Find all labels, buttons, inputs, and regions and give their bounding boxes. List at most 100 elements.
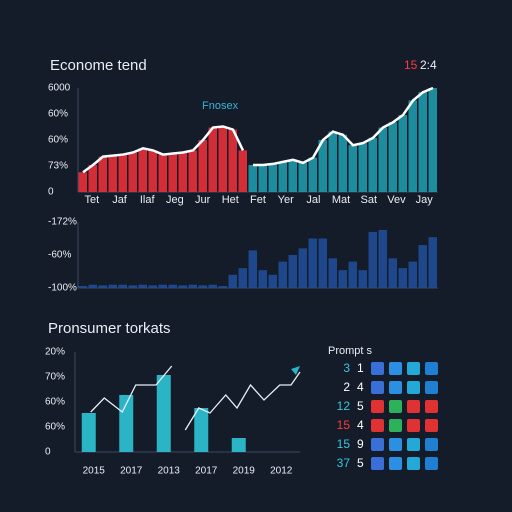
bar xyxy=(188,150,197,192)
x-tick-label: Mat xyxy=(332,194,350,206)
bar xyxy=(268,163,277,192)
bar xyxy=(248,164,257,192)
list-title: Prompt s xyxy=(328,345,373,357)
icon xyxy=(371,419,384,432)
list-number: 15 xyxy=(337,418,351,432)
trend-line xyxy=(184,371,301,431)
bar xyxy=(208,284,217,288)
bar xyxy=(78,172,87,192)
bar xyxy=(178,285,187,288)
bar xyxy=(418,92,427,192)
bar xyxy=(278,161,287,192)
icon xyxy=(407,457,420,470)
y-tick-label: 60% xyxy=(45,397,65,408)
x-tick-label: 2012 xyxy=(270,466,293,477)
bar xyxy=(348,261,357,288)
icon xyxy=(425,419,438,432)
y-tick-label: 70% xyxy=(45,372,65,383)
trend-line xyxy=(90,365,173,413)
bar xyxy=(128,285,137,288)
bar xyxy=(238,150,247,192)
bar xyxy=(208,127,217,192)
icon xyxy=(425,400,438,413)
bar xyxy=(228,129,237,192)
trend-line xyxy=(82,125,245,174)
bar xyxy=(308,157,317,192)
chart-title: Pronsumer torkats xyxy=(48,320,171,337)
bar xyxy=(358,143,367,192)
bar xyxy=(278,261,287,288)
bar xyxy=(231,438,246,452)
tag: 15 xyxy=(404,58,418,72)
icon xyxy=(407,362,420,375)
icon xyxy=(389,400,402,413)
x-tick-label: Fet xyxy=(250,194,266,206)
bar xyxy=(398,268,407,288)
icon xyxy=(425,381,438,394)
bar xyxy=(158,284,167,288)
icon xyxy=(407,438,420,451)
bar xyxy=(168,284,177,288)
y-tick-label: 60% xyxy=(48,135,68,146)
bar xyxy=(108,155,117,192)
x-tick-label: Sat xyxy=(361,194,378,206)
bar xyxy=(118,154,127,192)
y-tick-label: -100% xyxy=(48,283,77,294)
x-tick-label: 2019 xyxy=(233,466,256,477)
list-number: 4 xyxy=(357,380,364,394)
bar xyxy=(318,238,327,288)
x-tick-label: 2013 xyxy=(158,466,181,477)
bar xyxy=(388,122,397,192)
bar xyxy=(328,258,337,288)
bar xyxy=(258,270,267,288)
y-tick-label: 0 xyxy=(48,187,54,198)
bar xyxy=(158,154,167,192)
list-number: 2 xyxy=(343,380,350,394)
x-tick-label: Tet xyxy=(85,194,100,206)
list-number: 37 xyxy=(337,456,351,470)
bar xyxy=(298,162,307,192)
bar xyxy=(156,375,171,452)
bar xyxy=(78,286,87,288)
bar xyxy=(378,229,387,288)
icon xyxy=(371,381,384,394)
bar xyxy=(298,248,307,288)
icon xyxy=(407,400,420,413)
list-number: 5 xyxy=(357,399,364,413)
bar xyxy=(318,140,327,192)
y-tick-label: 60% xyxy=(48,109,68,120)
bar xyxy=(81,413,96,452)
bar xyxy=(88,284,97,288)
icon xyxy=(389,457,402,470)
bar xyxy=(348,145,357,192)
y-tick-label: -60% xyxy=(48,250,71,261)
list-number: 1 xyxy=(357,361,364,375)
tag: 2:4 xyxy=(420,58,437,72)
bar xyxy=(258,164,267,192)
x-tick-label: 2017 xyxy=(195,466,218,477)
x-tick-label: Jal xyxy=(306,194,320,206)
x-tick-label: Vev xyxy=(387,194,406,206)
annotation: Fnosex xyxy=(202,100,239,112)
bar xyxy=(398,115,407,192)
bar xyxy=(428,237,437,288)
x-tick-label: Jeg xyxy=(166,194,184,206)
bar xyxy=(338,134,347,192)
icon xyxy=(371,438,384,451)
bar xyxy=(408,100,417,192)
icon xyxy=(389,419,402,432)
icon xyxy=(389,438,402,451)
icon xyxy=(425,438,438,451)
bar xyxy=(408,261,417,288)
icon xyxy=(425,457,438,470)
bar xyxy=(178,152,187,192)
x-tick-label: 2017 xyxy=(120,466,143,477)
bar xyxy=(218,286,227,288)
bar xyxy=(248,250,257,288)
list-number: 4 xyxy=(357,418,364,432)
x-tick-label: Ilaf xyxy=(140,194,156,206)
bar xyxy=(338,270,347,288)
bar xyxy=(288,159,297,192)
icon xyxy=(371,400,384,413)
y-tick-label: -172% xyxy=(48,217,77,228)
